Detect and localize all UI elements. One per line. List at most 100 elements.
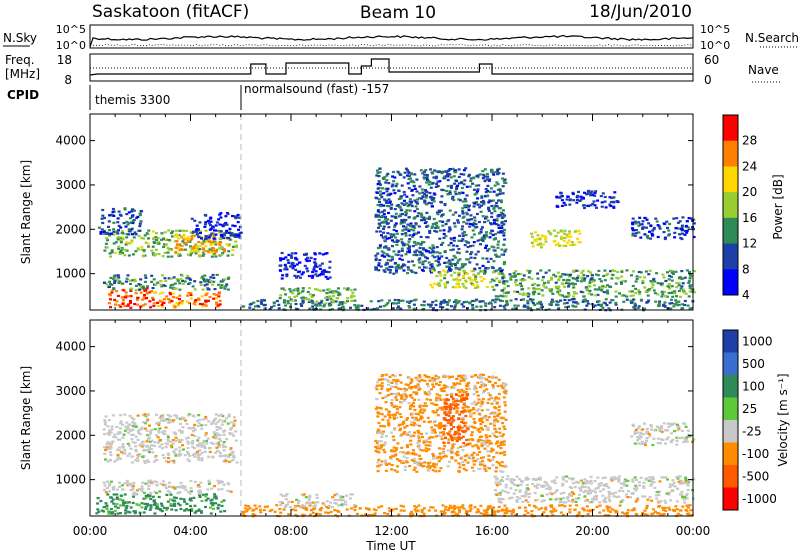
heatmap-cell (381, 433, 384, 435)
heatmap-cell (130, 506, 133, 508)
heatmap-cell (436, 393, 439, 395)
heatmap-cell (177, 492, 180, 494)
heatmap-cell (605, 298, 608, 300)
heatmap-cell (231, 254, 234, 256)
heatmap-cell (189, 292, 192, 294)
heatmap-cell (234, 217, 237, 219)
heatmap-cell (108, 419, 111, 421)
heatmap-cell (110, 481, 113, 483)
heatmap-cell (329, 304, 332, 306)
heatmap-cell (126, 278, 129, 280)
heatmap-cell (181, 300, 184, 302)
heatmap-cell (561, 199, 564, 201)
heatmap-cell (194, 244, 197, 246)
heatmap-cell (401, 213, 404, 215)
heatmap-cell (322, 253, 325, 255)
heatmap-cell (582, 296, 585, 298)
heatmap-cell (427, 464, 430, 466)
heatmap-cell (308, 495, 311, 497)
heatmap-cell (213, 419, 216, 421)
heatmap-cell (181, 485, 184, 487)
heatmap-cell (209, 224, 212, 226)
heatmap-cell (132, 429, 135, 431)
heatmap-cell (284, 495, 287, 497)
heatmap-cell (220, 414, 223, 416)
heatmap-cell (128, 230, 131, 232)
heatmap-cell (501, 254, 504, 256)
heatmap-cell (232, 249, 235, 251)
heatmap-cell (111, 426, 114, 428)
heatmap-cell (383, 512, 386, 514)
heatmap-cell (401, 250, 404, 252)
heatmap-cell (456, 283, 459, 285)
heatmap-cell (531, 278, 534, 280)
heatmap-cell (449, 210, 452, 212)
heatmap-cell (394, 216, 397, 218)
heatmap-cell (219, 455, 222, 457)
heatmap-cell (394, 224, 397, 226)
heatmap-cell (415, 506, 418, 508)
heatmap-cell (236, 461, 239, 463)
heatmap-cell (604, 279, 607, 281)
heatmap-cell (427, 180, 430, 182)
heatmap-cell (490, 216, 493, 218)
heatmap-cell (651, 233, 654, 235)
heatmap-cell (395, 271, 398, 273)
heatmap-cell (129, 280, 132, 282)
heatmap-cell (450, 305, 453, 307)
heatmap-cell (165, 295, 168, 297)
heatmap-cell (375, 398, 378, 400)
heatmap-cell (450, 185, 453, 187)
heatmap-cell (287, 302, 290, 304)
heatmap-cell (375, 230, 378, 232)
heatmap-cell (385, 374, 388, 376)
heatmap-cell (379, 392, 382, 394)
heatmap-cell (381, 375, 384, 377)
heatmap-cell (175, 509, 178, 511)
heatmap-cell (109, 454, 112, 456)
ytick-label: 1000 (55, 267, 86, 281)
heatmap-cell (596, 506, 599, 508)
heatmap-cell (407, 266, 410, 268)
heatmap-cell (589, 204, 592, 206)
heatmap-cell (388, 255, 391, 257)
heatmap-cell (473, 189, 476, 191)
heatmap-cell (123, 254, 126, 256)
heatmap-cell (235, 440, 238, 442)
heatmap-cell (457, 301, 460, 303)
heatmap-cell (197, 457, 200, 459)
heatmap-cell (128, 453, 131, 455)
heatmap-cell (490, 230, 493, 232)
heatmap-cell (641, 282, 644, 284)
heatmap-cell (170, 508, 173, 510)
heatmap-cell (104, 423, 107, 425)
heatmap-cell (203, 226, 206, 228)
heatmap-cell (476, 213, 479, 215)
heatmap-cell (96, 508, 99, 510)
heatmap-cell (391, 266, 394, 268)
heatmap-cell (140, 292, 143, 294)
heatmap-cell (143, 511, 146, 513)
heatmap-cell (181, 302, 184, 304)
heatmap-cell (623, 294, 626, 296)
heatmap-cell (155, 239, 158, 241)
heatmap-cell (473, 463, 476, 465)
heatmap-cell (204, 506, 207, 508)
heatmap-cell (302, 271, 305, 273)
heatmap-cell (320, 302, 323, 304)
heatmap-cell (197, 241, 200, 243)
heatmap-cell (487, 261, 490, 263)
heatmap-cell (458, 383, 461, 385)
heatmap-cell (420, 236, 423, 238)
heatmap-cell (217, 421, 220, 423)
heatmap-cell (448, 507, 451, 509)
heatmap-cell (403, 264, 406, 266)
heatmap-cell (453, 272, 456, 274)
heatmap-cell (96, 502, 99, 504)
heatmap-cell (504, 220, 507, 222)
heatmap-cell (632, 285, 635, 287)
heatmap-cell (377, 227, 380, 229)
heatmap-cell (143, 294, 146, 296)
heatmap-cell (305, 496, 308, 498)
heatmap-cell (351, 493, 354, 495)
